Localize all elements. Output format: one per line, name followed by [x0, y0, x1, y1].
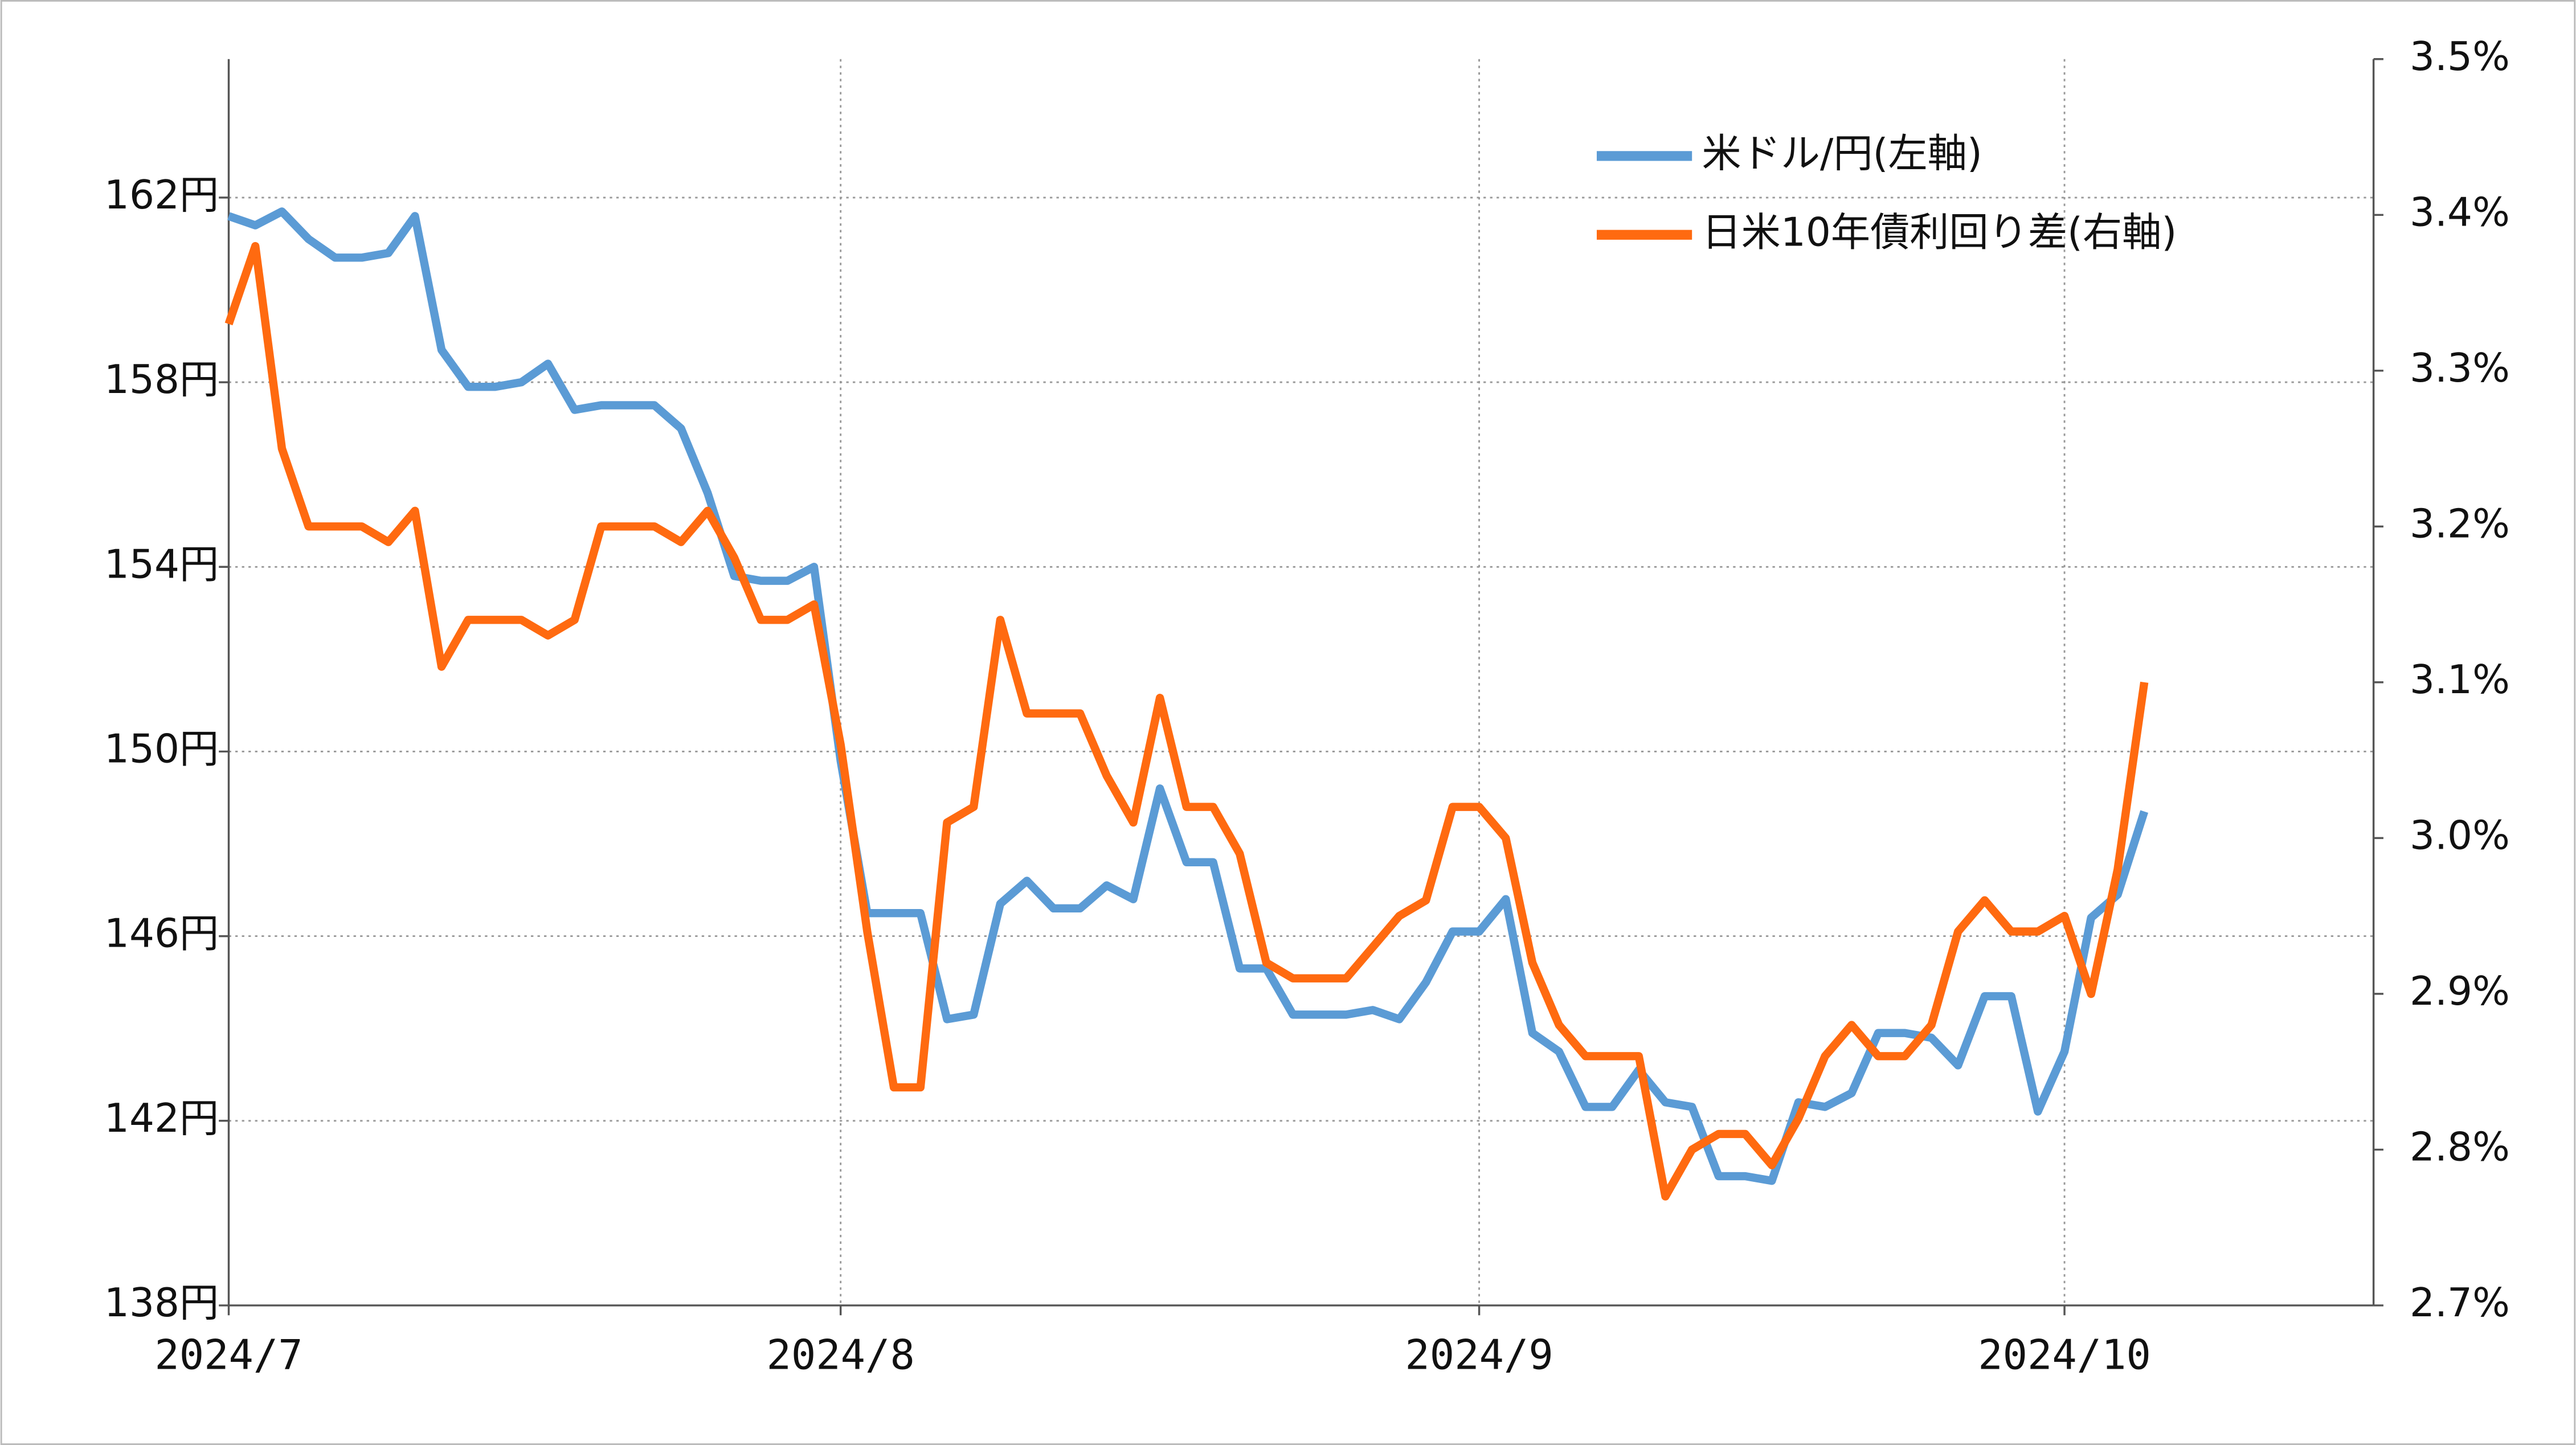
y2-tick-label: 2.9% [2410, 969, 2510, 1014]
y-tick-label: 146円 [104, 911, 219, 957]
x-tick-label: 2024/7 [154, 1331, 302, 1379]
line-series [227, 207, 2149, 1185]
y-tick-label: 162円 [104, 173, 219, 218]
y2-tick-label: 2.8% [2410, 1124, 2510, 1170]
y-tick-label: 142円 [104, 1096, 219, 1141]
y2-tick-label: 3.0% [2410, 813, 2510, 858]
x-tick-label: 2024/10 [1978, 1331, 2151, 1379]
y2-tick-label: 3.5% [2410, 34, 2510, 80]
y2-tick-label: 3.1% [2410, 657, 2510, 703]
legend-label: 日米10年債利回り差(右軸) [1702, 210, 2177, 255]
y-tick-label: 158円 [104, 357, 219, 403]
y2-tick-label: 3.3% [2410, 346, 2510, 391]
y-tick-label: 150円 [104, 726, 219, 772]
line-series [224, 241, 2149, 1201]
y-tick-label: 154円 [104, 542, 219, 587]
x-tick-label: 2024/9 [1405, 1331, 1553, 1379]
y2-tick-label: 2.7% [2410, 1280, 2510, 1326]
y2-tick-label: 3.2% [2410, 501, 2510, 547]
y-tick-label: 138円 [104, 1280, 219, 1326]
y2-tick-label: 3.4% [2410, 190, 2510, 235]
legend-label: 米ドル/円(左軸) [1702, 131, 1982, 177]
x-tick-label: 2024/8 [767, 1331, 915, 1379]
